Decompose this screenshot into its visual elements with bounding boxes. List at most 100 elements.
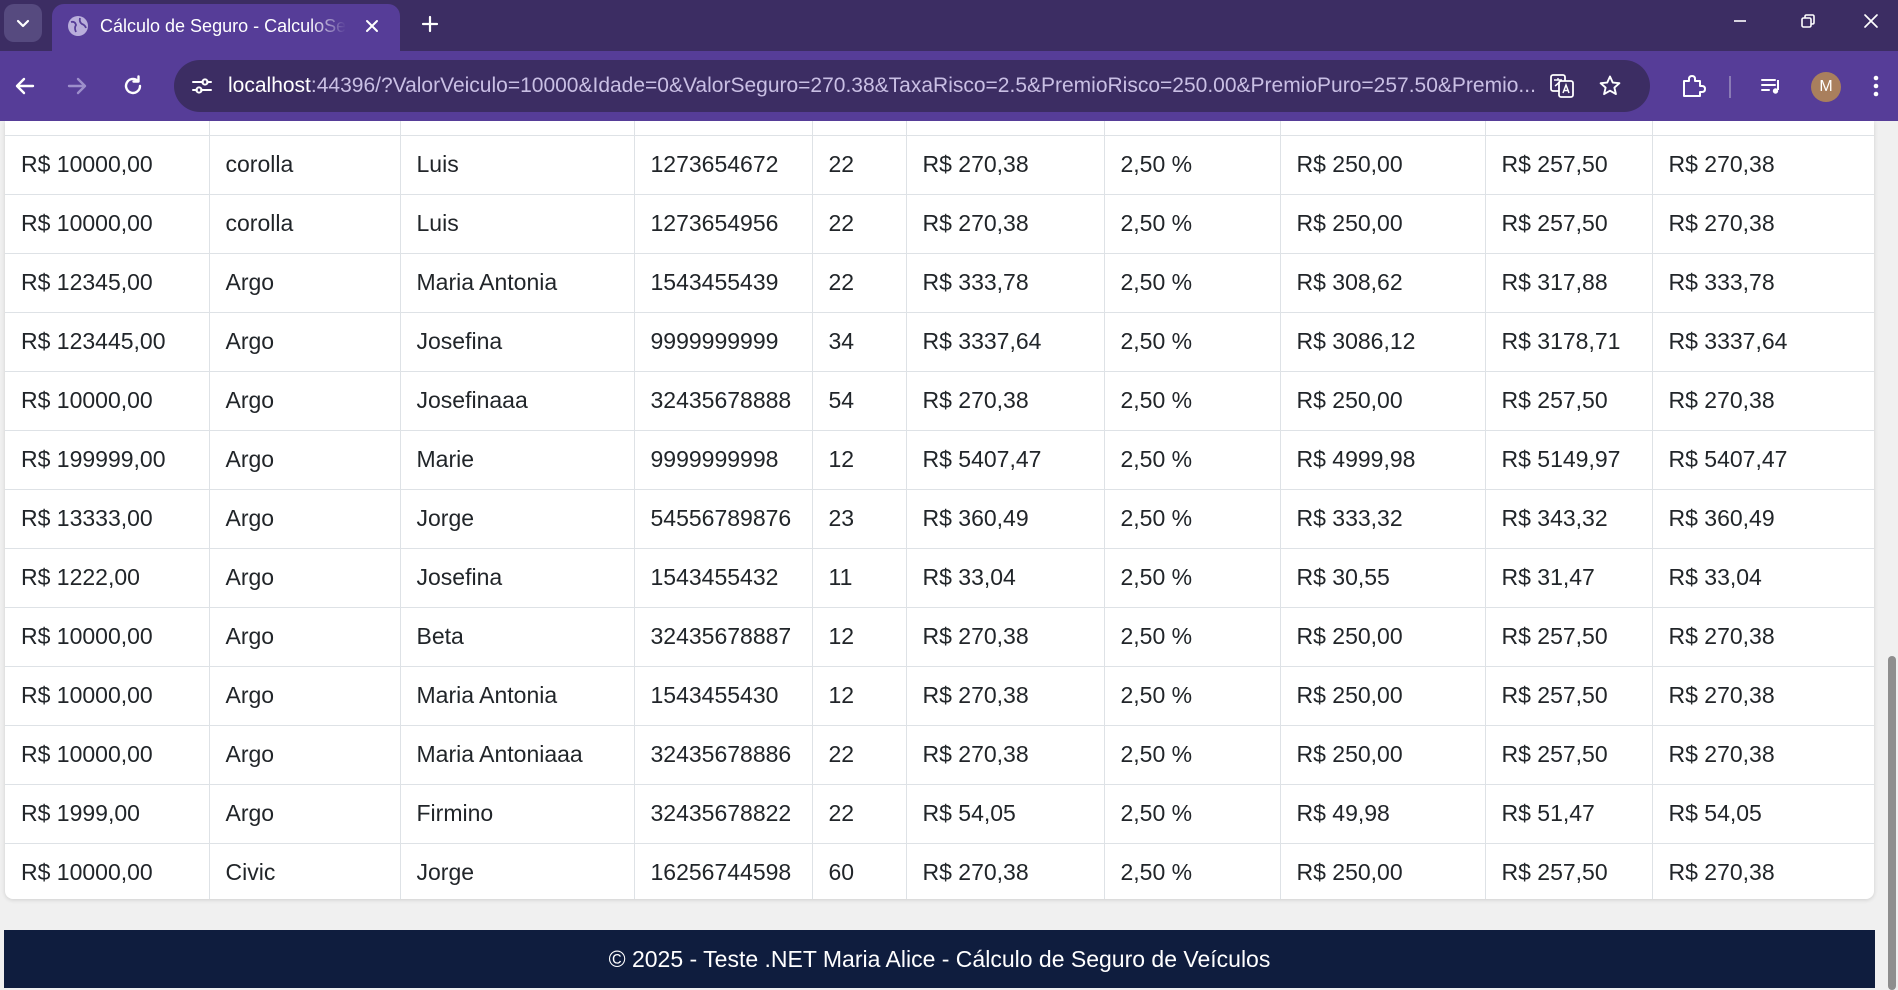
tab-bar: Cálculo de Seguro - CalculoSeguro xyxy=(0,0,1898,51)
back-arrow-icon xyxy=(15,77,35,95)
browser-menu-button[interactable] xyxy=(1856,65,1896,107)
cell-taxa-risco: 2,50 % xyxy=(1104,371,1281,431)
cell-valor-veiculo: R$ 10000,00 xyxy=(5,607,210,667)
translate-icon xyxy=(1550,74,1574,98)
cell-taxa-risco: 2,50 % xyxy=(1104,194,1281,254)
extensions-button[interactable] xyxy=(1672,65,1714,107)
cell-modelo: Argo xyxy=(209,666,401,726)
cell-taxa-risco: 2,50 % xyxy=(1104,430,1281,490)
cell-nome: Marie xyxy=(400,430,635,490)
cell-premio-puro: R$ 257,50 xyxy=(1485,843,1653,899)
cell-valor-veiculo: R$ 1222,00 xyxy=(5,548,210,608)
url-text[interactable]: localhost:44396/?ValorVeiculo=10000&Idad… xyxy=(228,72,1538,100)
tab-close-button[interactable] xyxy=(358,12,386,40)
cell-premio-risco: R$ 250,00 xyxy=(1280,194,1486,254)
cell-modelo: Argo xyxy=(209,312,401,372)
cell-idade: 12 xyxy=(812,607,907,667)
cell-valor-seguro: R$ 270,38 xyxy=(906,371,1105,431)
cell-valor-veiculo: R$ 10000,00 xyxy=(5,371,210,431)
cell-valor-seguro: R$ 270,38 xyxy=(906,843,1105,899)
cell-premio-comercial: R$ 270,38 xyxy=(1652,725,1874,785)
restore-button[interactable] xyxy=(1776,0,1840,42)
reload-icon xyxy=(124,75,142,95)
cell-valor-seguro: R$ 3337,64 xyxy=(906,312,1105,372)
table-row: R$ 10000,00 Argo Maria Antoniaaa 3243567888… xyxy=(5,725,1874,785)
cell-cpf: 16256744598 xyxy=(634,843,813,899)
cell-valor-seguro: R$ 270,38 xyxy=(906,725,1105,785)
cell-idade: 11 xyxy=(812,548,907,608)
browser-toolbar: localhost:44396/?ValorVeiculo=10000&Idad… xyxy=(0,51,1898,121)
cell-modelo: Argo xyxy=(209,548,401,608)
minimize-button[interactable] xyxy=(1708,0,1772,42)
more-vertical-icon xyxy=(1873,75,1879,97)
cell-premio-comercial: R$ 270,38 xyxy=(1668,859,1775,886)
table-row: R$ 10000,00 Argo Josefinaaa 32435678888 54 R$… xyxy=(5,371,1874,431)
window-close-button[interactable] xyxy=(1844,0,1898,42)
chevron-down-icon xyxy=(16,19,30,28)
cell-nome: Maria Antoniaaa xyxy=(400,725,635,785)
reload-button[interactable] xyxy=(112,65,154,107)
cell-cpf: 1543455439 xyxy=(634,253,813,313)
tab-title: Cálculo de Seguro - CalculoSeguro xyxy=(100,16,346,36)
table-row: R$ 1999,00 Argo Firmino 32435678822 22 R$ 54,… xyxy=(5,784,1874,844)
table-row: R$ 10000,00 Civic Jorge 16256744598 60 R$ 270… xyxy=(5,843,1874,899)
forward-button[interactable] xyxy=(56,65,98,107)
media-controls-button[interactable] xyxy=(1750,65,1792,107)
profile-avatar[interactable]: M xyxy=(1811,72,1841,102)
translate-button[interactable] xyxy=(1544,68,1580,104)
cell-cpf: 9999999998 xyxy=(634,430,813,490)
cell-idade: 54 xyxy=(812,371,907,431)
cell-valor-seguro: R$ 33,04 xyxy=(906,548,1105,608)
active-tab[interactable]: Cálculo de Seguro - CalculoSeguro xyxy=(52,4,400,51)
cell-nome: Firmino xyxy=(400,784,635,844)
cell-valor-veiculo: R$ 10000,00 xyxy=(5,194,210,254)
close-icon xyxy=(366,20,378,32)
quotes-table-card: R$ 10000,00 corolla Luis 1273654672 22 R$ 270… xyxy=(5,121,1874,899)
cell-premio-comercial: R$ 270,38 xyxy=(1652,371,1874,431)
cell-nome: Luis xyxy=(400,135,635,195)
cell-nome: Luis xyxy=(400,194,635,254)
cell-premio-risco: R$ 250,00 xyxy=(1280,843,1486,899)
cell-cpf: 32435678888 xyxy=(634,371,813,431)
cell-modelo: Argo xyxy=(209,489,401,549)
cell-premio-risco: R$ 250,00 xyxy=(1280,666,1486,726)
tab-search-button[interactable] xyxy=(4,4,42,42)
cell-nome: Jorge xyxy=(400,843,635,899)
cell-idade: 22 xyxy=(812,784,907,844)
page-viewport: R$ 10000,00 corolla Luis 1273654672 22 R$ 270… xyxy=(0,121,1898,990)
scrollbar-thumb[interactable] xyxy=(1888,656,1896,990)
cell-modelo: Argo xyxy=(209,607,401,667)
cell-valor-seguro: R$ 54,05 xyxy=(906,784,1105,844)
cell-valor-seguro: R$ 270,38 xyxy=(906,194,1105,254)
cell-cpf: 1273654956 xyxy=(634,194,813,254)
cell-nome: Maria Antonia xyxy=(400,253,635,313)
cell-valor-seguro: R$ 270,38 xyxy=(906,607,1105,667)
cell-valor-veiculo: R$ 10000,00 xyxy=(5,135,210,195)
address-bar[interactable]: localhost:44396/?ValorVeiculo=10000&Idad… xyxy=(174,60,1650,112)
new-tab-button[interactable] xyxy=(412,6,448,42)
bookmark-button[interactable] xyxy=(1592,68,1628,104)
quotes-table: R$ 10000,00 corolla Luis 1273654672 22 R$ 270… xyxy=(5,121,1874,899)
cell-valor-veiculo: R$ 123445,00 xyxy=(5,312,210,372)
cell-premio-puro: R$ 343,32 xyxy=(1485,489,1653,549)
site-info-button[interactable] xyxy=(182,66,222,106)
back-button[interactable] xyxy=(4,65,46,107)
cell-taxa-risco: 2,50 % xyxy=(1104,489,1281,549)
cell-premio-risco: R$ 250,00 xyxy=(1280,135,1486,195)
cell-nome: Jorge xyxy=(400,489,635,549)
table-row: R$ 12345,00 Argo Maria Antonia 1543455439 22… xyxy=(5,253,1874,313)
cell-cpf: 9999999999 xyxy=(634,312,813,372)
cell-premio-risco: R$ 3086,12 xyxy=(1280,312,1486,372)
cell-premio-puro: R$ 31,47 xyxy=(1485,548,1653,608)
cell-valor-seguro: R$ 270,38 xyxy=(906,666,1105,726)
cell-idade: 22 xyxy=(812,135,907,195)
cell-premio-comercial: R$ 360,49 xyxy=(1652,489,1874,549)
cell-modelo: Civic xyxy=(209,843,401,899)
table-row: R$ 123445,00 Argo Josefina 9999999999 34 R$ 3… xyxy=(5,312,1874,372)
cell-idade: 12 xyxy=(812,430,907,490)
cell-valor-veiculo: R$ 10000,00 xyxy=(5,725,210,785)
table-row: R$ 199999,00 Argo Marie 9999999998 12 R$ 5407… xyxy=(5,430,1874,490)
cell-premio-puro: R$ 257,50 xyxy=(1485,666,1653,726)
cell-taxa-risco: 2,50 % xyxy=(1104,312,1281,372)
cell-premio-comercial: R$ 270,38 xyxy=(1652,607,1874,667)
